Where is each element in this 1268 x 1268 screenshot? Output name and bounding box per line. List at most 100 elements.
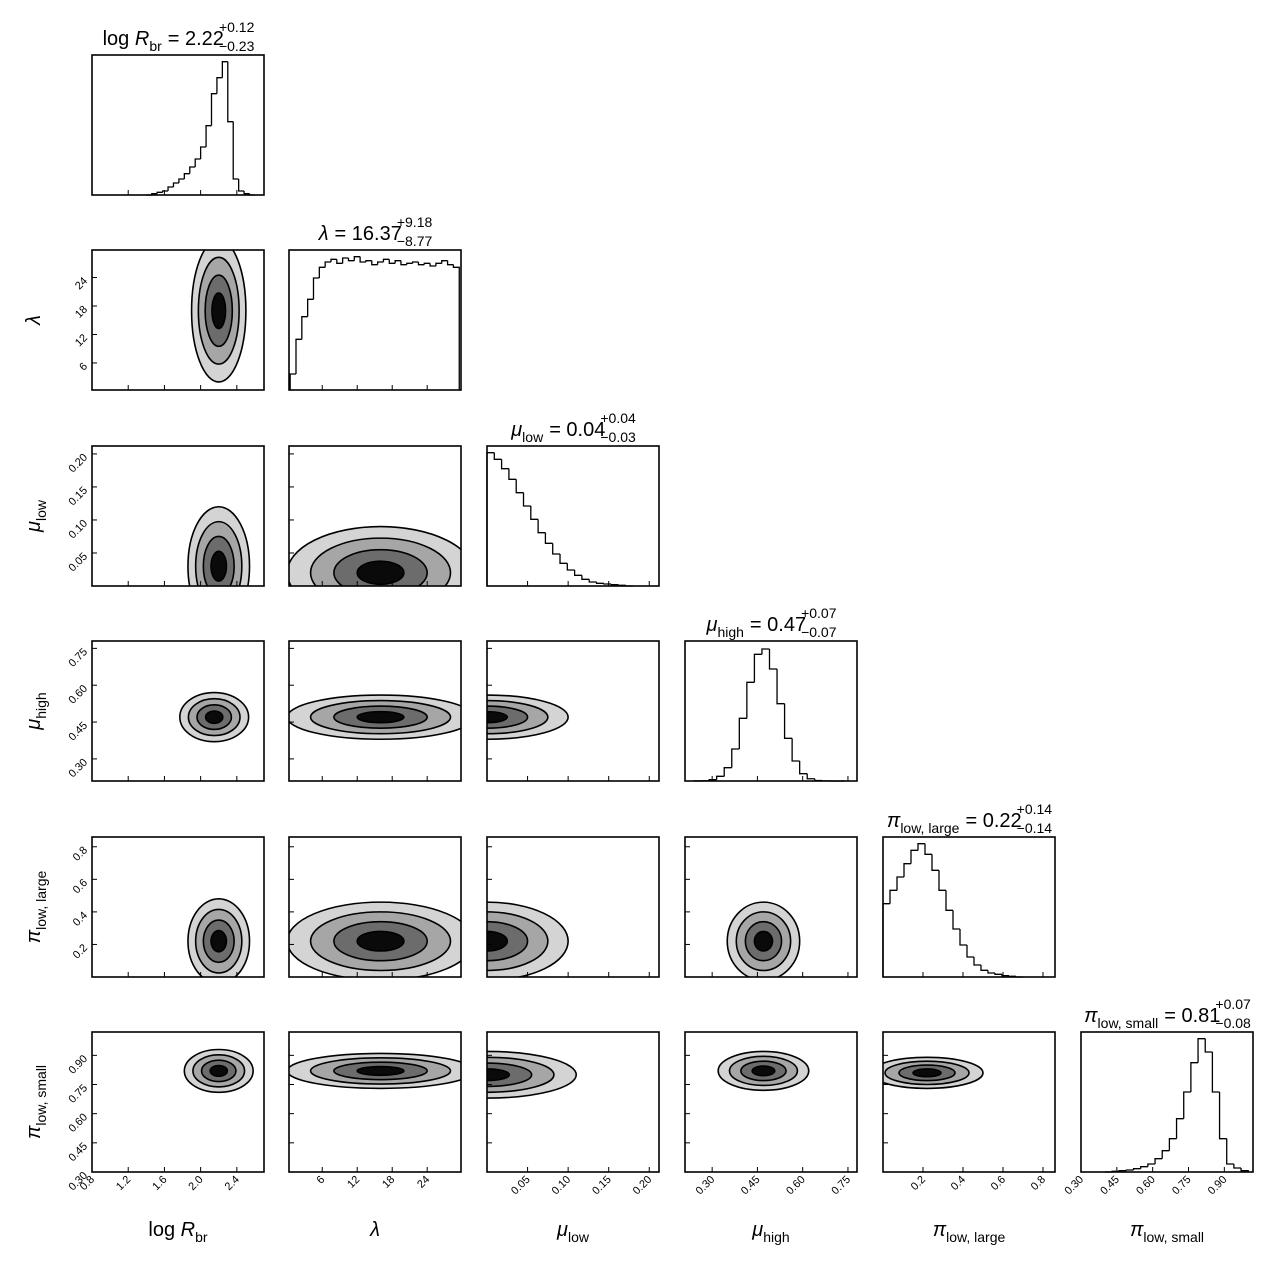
histogram-step [359,256,366,263]
y-tick-label: 6 [77,361,90,374]
contour-group [487,1050,578,1099]
label-subscript: low, small [1098,1015,1159,1031]
histogram-step [238,179,245,192]
histogram-step [1190,1062,1199,1092]
y-tick-label: 0.45 [66,1140,90,1164]
y-tick-label: 0.60 [66,683,90,707]
contour-group [190,250,247,383]
panel: 0.8 1.2 1.6 2.0 2.40.300.450.600.750.90 [66,1031,265,1193]
y-tick-label: 0.75 [66,1082,90,1106]
histogram-step [980,965,988,971]
panel-frame [288,1031,462,1173]
panel: 6 12 18 24 [73,249,265,391]
histogram-step [406,262,413,265]
histogram-step [435,262,442,266]
label-symbol: R [181,1219,195,1241]
histogram-step [952,910,960,930]
panel [882,836,1056,978]
histogram-step [1204,1038,1213,1053]
contour-group [883,1056,984,1090]
y-tick-label: 0.45 [66,720,90,744]
histogram-step [232,121,239,180]
panel-frame [486,640,660,782]
panel-title: μlow = 0.04 [510,419,605,445]
histogram-step [189,166,196,174]
label-symbol: π [933,1219,947,1241]
histogram-step [994,973,1002,975]
panel-frame [684,640,858,782]
contour [210,550,228,582]
histogram-step [376,261,384,265]
x-tick-label: 0.60 [1134,1174,1158,1198]
panel-title: πlow, large = 0.22 [887,810,1022,836]
histogram-step [938,870,946,891]
histogram-step [347,258,355,262]
title-upper: +9.18 [397,214,433,230]
x-tick-label: 2.0 [186,1174,205,1193]
histogram-step [603,583,612,585]
histogram-step [289,373,296,390]
contour-group [187,898,251,977]
x-tick-label: 1.2 [114,1174,133,1193]
contour [204,710,224,725]
contour [751,1065,776,1077]
histogram-step [945,890,953,911]
y-tick-label: 24 [73,275,90,292]
histogram-step [723,767,732,777]
panel [288,640,462,782]
histogram-step [924,843,932,855]
contour-group [289,1052,461,1090]
x-tick-label: 2.4 [223,1174,242,1193]
histogram-step [1233,1164,1242,1169]
y-tick-label: 0.6 [71,877,90,896]
y-tick-label: 18 [73,304,90,321]
contour-group [289,525,461,586]
histogram-step [183,173,190,179]
contour [211,292,227,330]
panel [486,445,660,587]
label-symbol: π [887,810,901,832]
x-tick-label: 6 [315,1174,328,1187]
label-subscript: br [195,1229,208,1245]
x-tick-label: 0.4 [949,1174,968,1193]
panel: 0.30 0.45 0.60 0.75 [66,640,265,782]
histogram-step [341,257,349,264]
x-tick-label: 0.45 [1098,1174,1122,1198]
histogram-step [382,258,390,262]
x-axis-label: μhigh [751,1219,789,1245]
histogram-step [761,648,770,655]
label-symbol: μ [556,1219,568,1241]
contour-group [289,694,461,741]
panel [91,54,265,196]
histogram-step [595,582,604,584]
histogram-step [530,506,539,520]
contour-group [726,901,801,977]
panel-title: λ = 16.37 [318,223,402,245]
x-tick-label: 12 [345,1174,362,1191]
histogram-step [194,158,201,167]
x-tick-label: 0.90 [1206,1174,1230,1198]
y-tick-label: 0.20 [66,452,90,476]
y-tick-label: 12 [73,332,90,349]
x-tick-label: 0.30 [694,1174,718,1198]
x-tick-label: 0.75 [1170,1174,1194,1198]
title-median: = 0.22 [965,810,1021,832]
histogram-step [973,957,981,966]
contour-group [289,901,461,977]
label-prefix: log [103,28,135,50]
histogram-step [882,903,890,977]
title-lower: −8.77 [397,233,433,249]
y-axis-label: πlow, large [23,871,49,944]
histogram-step [371,260,378,266]
histogram-step [896,876,904,891]
title-upper: +0.12 [219,19,255,35]
histogram-step [227,61,234,123]
histogram-step [799,761,808,775]
label-subscript: low, large [946,1229,1005,1245]
histogram-step [167,186,174,191]
histogram-step [783,703,793,739]
histogram-step [178,178,185,183]
title-median: = 2.22 [168,28,224,50]
label-symbol: μ [510,419,522,441]
y-tick-label: 0.75 [66,646,90,670]
